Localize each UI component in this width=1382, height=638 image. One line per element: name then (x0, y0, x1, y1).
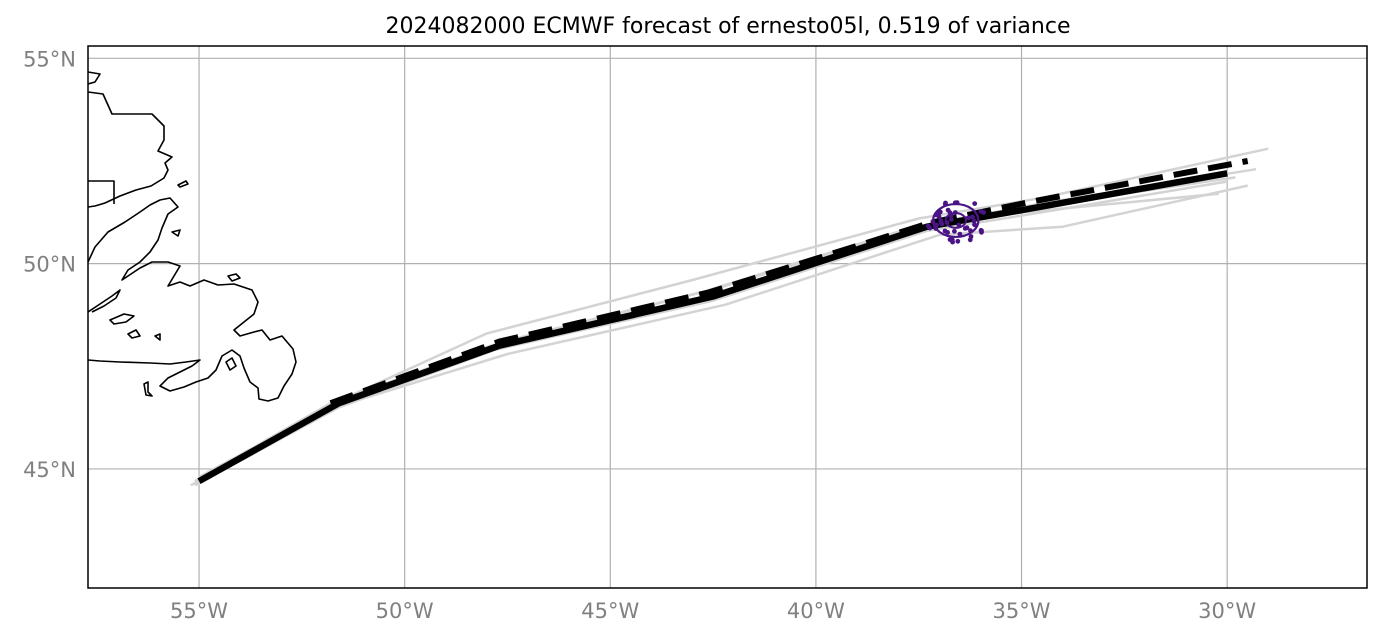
ensemble-position-cluster (925, 200, 986, 245)
mean-tracks (197, 158, 1249, 485)
ensemble-position-point (925, 223, 931, 229)
island-d (88, 289, 121, 313)
island-e (171, 229, 181, 237)
chart-title: 2024082000 ECMWF forecast of ernesto05l,… (386, 14, 1071, 39)
ensemble-position-point (952, 210, 958, 215)
ensemble-tracks (190, 147, 1269, 487)
island-spm (143, 381, 153, 397)
ensemble-position-point (936, 214, 942, 220)
ensemble-position-point (950, 239, 955, 245)
ensemble-position-point (948, 217, 954, 222)
ensemble-position-point (957, 231, 963, 237)
lon-tick-label: 40°W (787, 599, 845, 623)
ensemble-position-point (943, 200, 948, 206)
ensemble-position-point (956, 222, 962, 228)
ensemble-position-point (968, 228, 973, 234)
coast-newfoundland (88, 197, 297, 402)
ensemble-position-point (972, 222, 977, 228)
coast-labrador-south (88, 91, 173, 208)
coast-labrador (88, 71, 101, 85)
ensemble-position-point (930, 219, 936, 224)
ensemble-position-point (952, 228, 957, 234)
island-bellisle (177, 180, 189, 188)
ensemble-position-point (968, 234, 974, 239)
ensemble-position-point (935, 210, 941, 216)
lon-tick-label: 30°W (1198, 599, 1256, 623)
island-f (225, 357, 237, 371)
ensemble-position-point (938, 220, 944, 225)
island-b (127, 329, 141, 339)
ensemble-position-point (952, 200, 958, 206)
ensemble-position-point (934, 222, 939, 228)
island-c (154, 333, 161, 341)
lat-tick-label: 45°N (23, 458, 76, 482)
axis-tick-labels: 55°W 50°W 45°W 40°W 35°W 30°W 45°N 50°N 55°N (23, 47, 1256, 623)
ensemble-position-point (970, 214, 975, 220)
lon-tick-label: 35°W (993, 599, 1051, 623)
island-fogo (227, 273, 241, 282)
ensemble-position-point (972, 201, 978, 207)
ensemble-position-point (944, 220, 950, 226)
ensemble-track-3 (198, 192, 1220, 483)
ensemble-position-point (978, 209, 984, 214)
mean-track-dashed (329, 158, 1249, 407)
ensemble-position-point (945, 207, 951, 213)
ensemble-position-point (955, 238, 961, 244)
ensemble-track-2 (190, 184, 1248, 487)
ensemble-position-point (962, 226, 968, 231)
lon-tick-label: 50°W (376, 599, 434, 623)
map-frame (87, 45, 1368, 589)
ensemble-position-point (979, 229, 984, 235)
lat-tick-label: 55°N (23, 47, 76, 71)
coastline-newfoundland (88, 71, 297, 402)
ensemble-position-point (966, 215, 971, 221)
ensemble-track-4 (194, 167, 1257, 483)
graticule (88, 46, 1367, 588)
island-a (109, 313, 135, 325)
mean-track-solid (197, 170, 1228, 485)
lon-tick-label: 45°W (581, 599, 639, 623)
ensemble-position-point (971, 218, 977, 224)
ensemble-track-0 (194, 180, 1228, 487)
lon-tick-label: 55°W (170, 599, 228, 623)
coast-quebec-box (88, 180, 115, 204)
lat-tick-label: 50°N (23, 253, 76, 277)
ensemble-position-point (945, 230, 950, 235)
